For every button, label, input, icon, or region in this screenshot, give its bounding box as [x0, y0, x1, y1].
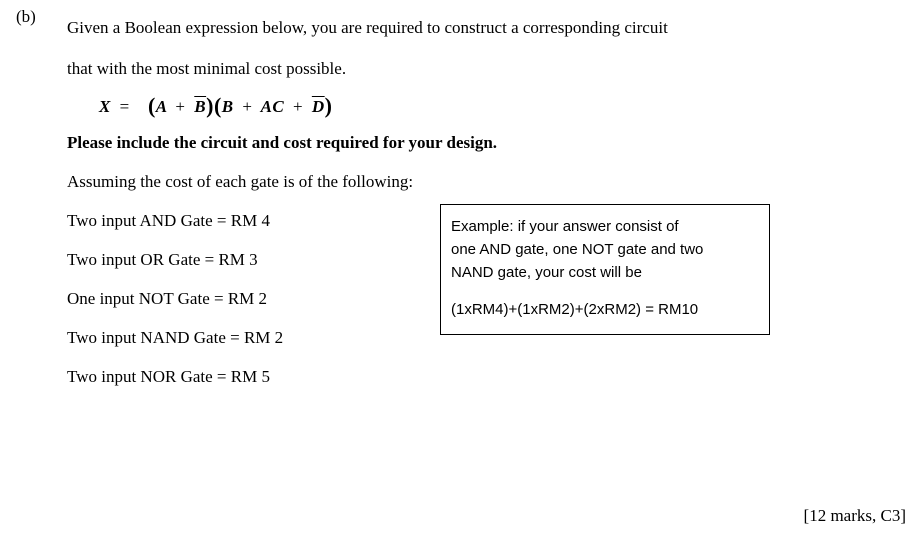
instruction-bold: Please include the circuit and cost requ… [67, 134, 902, 151]
eq-AC: AC [261, 97, 285, 116]
example-box: Example: if your answer consist of one A… [440, 204, 770, 335]
example-calc: (1xRM4)+(1xRM2)+(2xRM2) = RM10 [451, 298, 759, 321]
example-line2: one AND gate, one NOT gate and two [451, 238, 759, 261]
para1-line2: that with the most minimal cost possible… [67, 59, 346, 78]
problem-paragraph: Given a Boolean expression below, you ar… [67, 8, 902, 90]
eq-lhs: X [99, 97, 111, 116]
lparen2: ( [214, 93, 222, 118]
rparen2: ) [325, 93, 333, 118]
para1-line1: Given a Boolean expression below, you ar… [67, 18, 668, 37]
eq-B: B [222, 97, 234, 116]
boolean-equation: X = (A + B)(B + AC + D) [99, 94, 902, 116]
marks-label: [12 marks, C3] [804, 507, 906, 524]
plus1: + [175, 97, 185, 116]
part-label: (b) [16, 8, 36, 25]
plus3: + [293, 97, 303, 116]
example-line1: Example: if your answer consist of [451, 215, 759, 238]
example-line3: NAND gate, your cost will be [451, 261, 759, 284]
eq-Dbar: D [312, 97, 325, 116]
assume-line: Assuming the cost of each gate is of the… [67, 173, 902, 190]
plus2: + [242, 97, 252, 116]
page-root: (b) Given a Boolean expression below, yo… [0, 0, 922, 546]
cost-area: Two input AND Gate = RM 4 Two input OR G… [67, 212, 902, 385]
lparen1: ( [148, 93, 156, 118]
eq-Bbar: B [194, 97, 206, 116]
eq-A: A [156, 97, 167, 116]
body-column: Given a Boolean expression below, you ar… [67, 8, 902, 385]
cost-item-nor: Two input NOR Gate = RM 5 [67, 368, 902, 385]
eq-equals: = [120, 97, 130, 116]
rparen1: ) [206, 93, 214, 118]
